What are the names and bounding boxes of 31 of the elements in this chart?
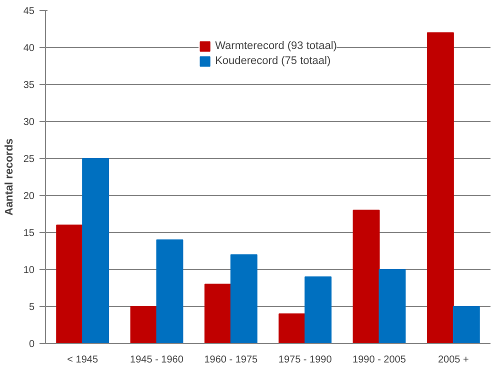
- y-tick-label: 15: [23, 228, 35, 239]
- bar: [352, 210, 380, 344]
- bar: [278, 313, 306, 344]
- y-tick-label: 30: [23, 117, 35, 128]
- legend-label: Warmterecord (93 totaal): [215, 40, 337, 52]
- bar: [304, 276, 332, 344]
- x-tick-label: 1975 - 1990: [278, 354, 332, 366]
- y-tick-label: 45: [23, 6, 35, 17]
- bar: [230, 254, 258, 344]
- bar: [452, 306, 480, 344]
- bar: [378, 269, 406, 344]
- y-tick-label: 25: [23, 154, 35, 165]
- y-tick-label: 10: [23, 265, 35, 276]
- y-axis-title: Aantal records: [3, 138, 16, 216]
- legend-label: Kouderecord (75 totaal): [215, 55, 331, 67]
- x-tick-label: 1960 - 1975: [204, 354, 258, 366]
- x-tick-label: 1945 - 1960: [130, 354, 184, 366]
- x-tick-label: 2005 +: [438, 354, 470, 366]
- y-tick-label: 5: [28, 302, 35, 313]
- y-tick-label: 35: [23, 80, 35, 91]
- y-tick-label: 40: [23, 43, 35, 54]
- x-tick-label: < 1945: [67, 354, 98, 366]
- x-tick-label: 1990 - 2005: [352, 354, 406, 366]
- bar: [426, 32, 454, 344]
- bar: [56, 224, 84, 344]
- y-tick-label: 20: [23, 191, 35, 202]
- bar: [82, 158, 110, 344]
- bar: [156, 239, 184, 344]
- y-tick-label: 0: [28, 339, 35, 350]
- bar: [130, 306, 158, 344]
- bar: [204, 284, 232, 344]
